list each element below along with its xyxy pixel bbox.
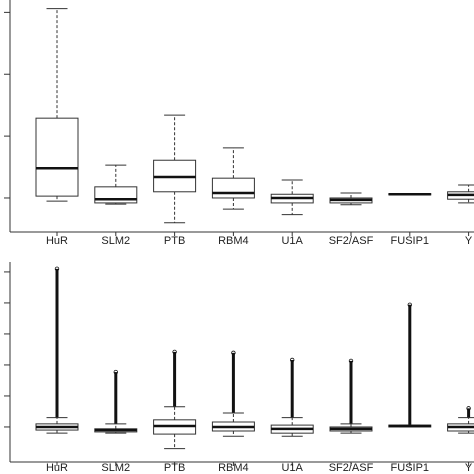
- x-tick-label: HuR: [46, 462, 68, 474]
- box: [35, 117, 79, 197]
- outlier-point: [113, 369, 118, 375]
- x-tick-label: U1A: [281, 462, 303, 474]
- outlier-point: [407, 302, 412, 307]
- outlier-point: [348, 358, 354, 364]
- x-tick-label: PTB: [164, 462, 185, 474]
- x-tick-label: FUSIP1: [391, 235, 430, 247]
- x-tick-label: RBM4: [218, 235, 249, 247]
- x-tick-label: SF2/ASF: [329, 235, 374, 247]
- x-tick-label: RBM4: [218, 462, 249, 474]
- x-tick-label: SLM2: [101, 462, 130, 474]
- x-tick-label: HuR: [46, 235, 68, 247]
- x-tick-label: FUSIP1: [391, 462, 430, 474]
- x-tick-label: SLM2: [101, 235, 130, 247]
- outlier-point: [290, 357, 295, 363]
- outlier-point: [231, 350, 236, 356]
- x-tick-label: U1A: [281, 235, 303, 247]
- x-tick-label: Y: [465, 462, 473, 474]
- x-tick-label: SF2/ASF: [329, 462, 374, 474]
- outlier-point: [466, 406, 471, 411]
- outlier-point: [172, 349, 177, 355]
- x-tick-label: PTB: [164, 235, 185, 247]
- box: [211, 177, 255, 199]
- outlier-point: [54, 266, 60, 272]
- x-tick-label: Y: [465, 235, 473, 247]
- box: [94, 186, 138, 204]
